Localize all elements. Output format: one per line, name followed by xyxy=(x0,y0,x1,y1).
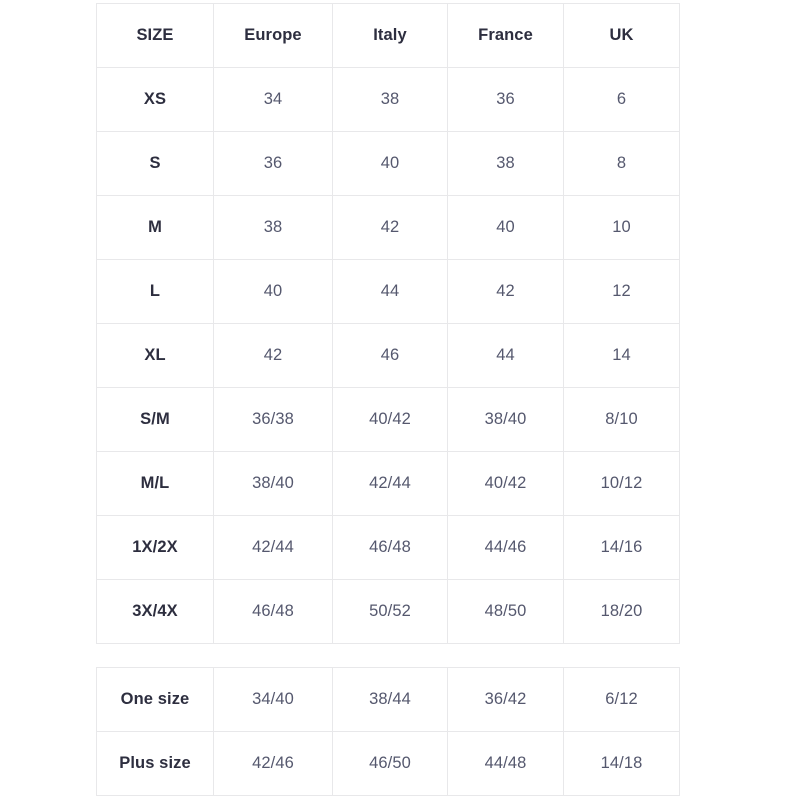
cell-size: M/L xyxy=(96,451,214,516)
column-header-europe: Europe xyxy=(213,3,333,68)
cell-size: 1X/2X xyxy=(96,515,214,580)
cell-europe: 38/40 xyxy=(213,451,333,516)
cell-italy: 44 xyxy=(332,259,448,324)
cell-italy: 38 xyxy=(332,67,448,132)
cell-europe: 46/48 xyxy=(213,579,333,644)
cell-france: 48/50 xyxy=(447,579,564,644)
cell-france: 40/42 xyxy=(447,451,564,516)
table-row: S/M 36/38 40/42 38/40 8/10 xyxy=(96,387,680,452)
cell-size: M xyxy=(96,195,214,260)
secondary-table-container: One size 34/40 38/44 36/42 6/12 Plus siz… xyxy=(96,667,680,796)
size-conversion-table: SIZE Europe Italy France UK XS 34 38 36 … xyxy=(96,3,680,644)
table-header: SIZE Europe Italy France UK xyxy=(96,3,680,68)
cell-size: Plus size xyxy=(96,731,214,796)
cell-uk: 18/20 xyxy=(563,579,680,644)
cell-italy: 46/50 xyxy=(332,731,448,796)
table-body: XS 34 38 36 6 S 36 40 38 8 M 38 42 xyxy=(96,67,680,644)
cell-italy: 40/42 xyxy=(332,387,448,452)
cell-italy: 38/44 xyxy=(332,667,448,732)
cell-france: 36 xyxy=(447,67,564,132)
cell-italy: 46 xyxy=(332,323,448,388)
cell-italy: 42 xyxy=(332,195,448,260)
cell-uk: 10/12 xyxy=(563,451,680,516)
cell-europe: 38 xyxy=(213,195,333,260)
cell-europe: 34 xyxy=(213,67,333,132)
cell-france: 38 xyxy=(447,131,564,196)
cell-france: 38/40 xyxy=(447,387,564,452)
table-row: One size 34/40 38/44 36/42 6/12 xyxy=(96,667,680,732)
cell-france: 42 xyxy=(447,259,564,324)
table-row: 3X/4X 46/48 50/52 48/50 18/20 xyxy=(96,579,680,644)
cell-size: S/M xyxy=(96,387,214,452)
one-size-plus-size-table: One size 34/40 38/44 36/42 6/12 Plus siz… xyxy=(96,667,680,796)
cell-france: 44/48 xyxy=(447,731,564,796)
cell-uk: 12 xyxy=(563,259,680,324)
cell-size: XL xyxy=(96,323,214,388)
cell-france: 44/46 xyxy=(447,515,564,580)
cell-uk: 6 xyxy=(563,67,680,132)
cell-italy: 40 xyxy=(332,131,448,196)
cell-france: 44 xyxy=(447,323,564,388)
cell-size: One size xyxy=(96,667,214,732)
table-row: M/L 38/40 42/44 40/42 10/12 xyxy=(96,451,680,516)
column-header-size: SIZE xyxy=(96,3,214,68)
cell-size: XS xyxy=(96,67,214,132)
cell-europe: 34/40 xyxy=(213,667,333,732)
table-row: XL 42 46 44 14 xyxy=(96,323,680,388)
cell-size: L xyxy=(96,259,214,324)
cell-italy: 42/44 xyxy=(332,451,448,516)
cell-europe: 36 xyxy=(213,131,333,196)
cell-uk: 14 xyxy=(563,323,680,388)
secondary-table-body: One size 34/40 38/44 36/42 6/12 Plus siz… xyxy=(96,667,680,796)
table-row: S 36 40 38 8 xyxy=(96,131,680,196)
column-header-uk: UK xyxy=(563,3,680,68)
cell-italy: 46/48 xyxy=(332,515,448,580)
cell-europe: 42/46 xyxy=(213,731,333,796)
cell-uk: 6/12 xyxy=(563,667,680,732)
cell-uk: 14/18 xyxy=(563,731,680,796)
table-row: L 40 44 42 12 xyxy=(96,259,680,324)
cell-uk: 10 xyxy=(563,195,680,260)
table-row: 1X/2X 42/44 46/48 44/46 14/16 xyxy=(96,515,680,580)
column-header-italy: Italy xyxy=(332,3,448,68)
cell-uk: 8 xyxy=(563,131,680,196)
cell-france: 36/42 xyxy=(447,667,564,732)
header-row: SIZE Europe Italy France UK xyxy=(96,3,680,68)
table-row: Plus size 42/46 46/50 44/48 14/18 xyxy=(96,731,680,796)
cell-europe: 36/38 xyxy=(213,387,333,452)
cell-size: 3X/4X xyxy=(96,579,214,644)
main-table-container: SIZE Europe Italy France UK XS 34 38 36 … xyxy=(96,3,680,644)
cell-italy: 50/52 xyxy=(332,579,448,644)
cell-uk: 14/16 xyxy=(563,515,680,580)
cell-europe: 42 xyxy=(213,323,333,388)
column-header-france: France xyxy=(447,3,564,68)
cell-uk: 8/10 xyxy=(563,387,680,452)
table-row: M 38 42 40 10 xyxy=(96,195,680,260)
cell-europe: 40 xyxy=(213,259,333,324)
cell-france: 40 xyxy=(447,195,564,260)
cell-europe: 42/44 xyxy=(213,515,333,580)
table-row: XS 34 38 36 6 xyxy=(96,67,680,132)
cell-size: S xyxy=(96,131,214,196)
